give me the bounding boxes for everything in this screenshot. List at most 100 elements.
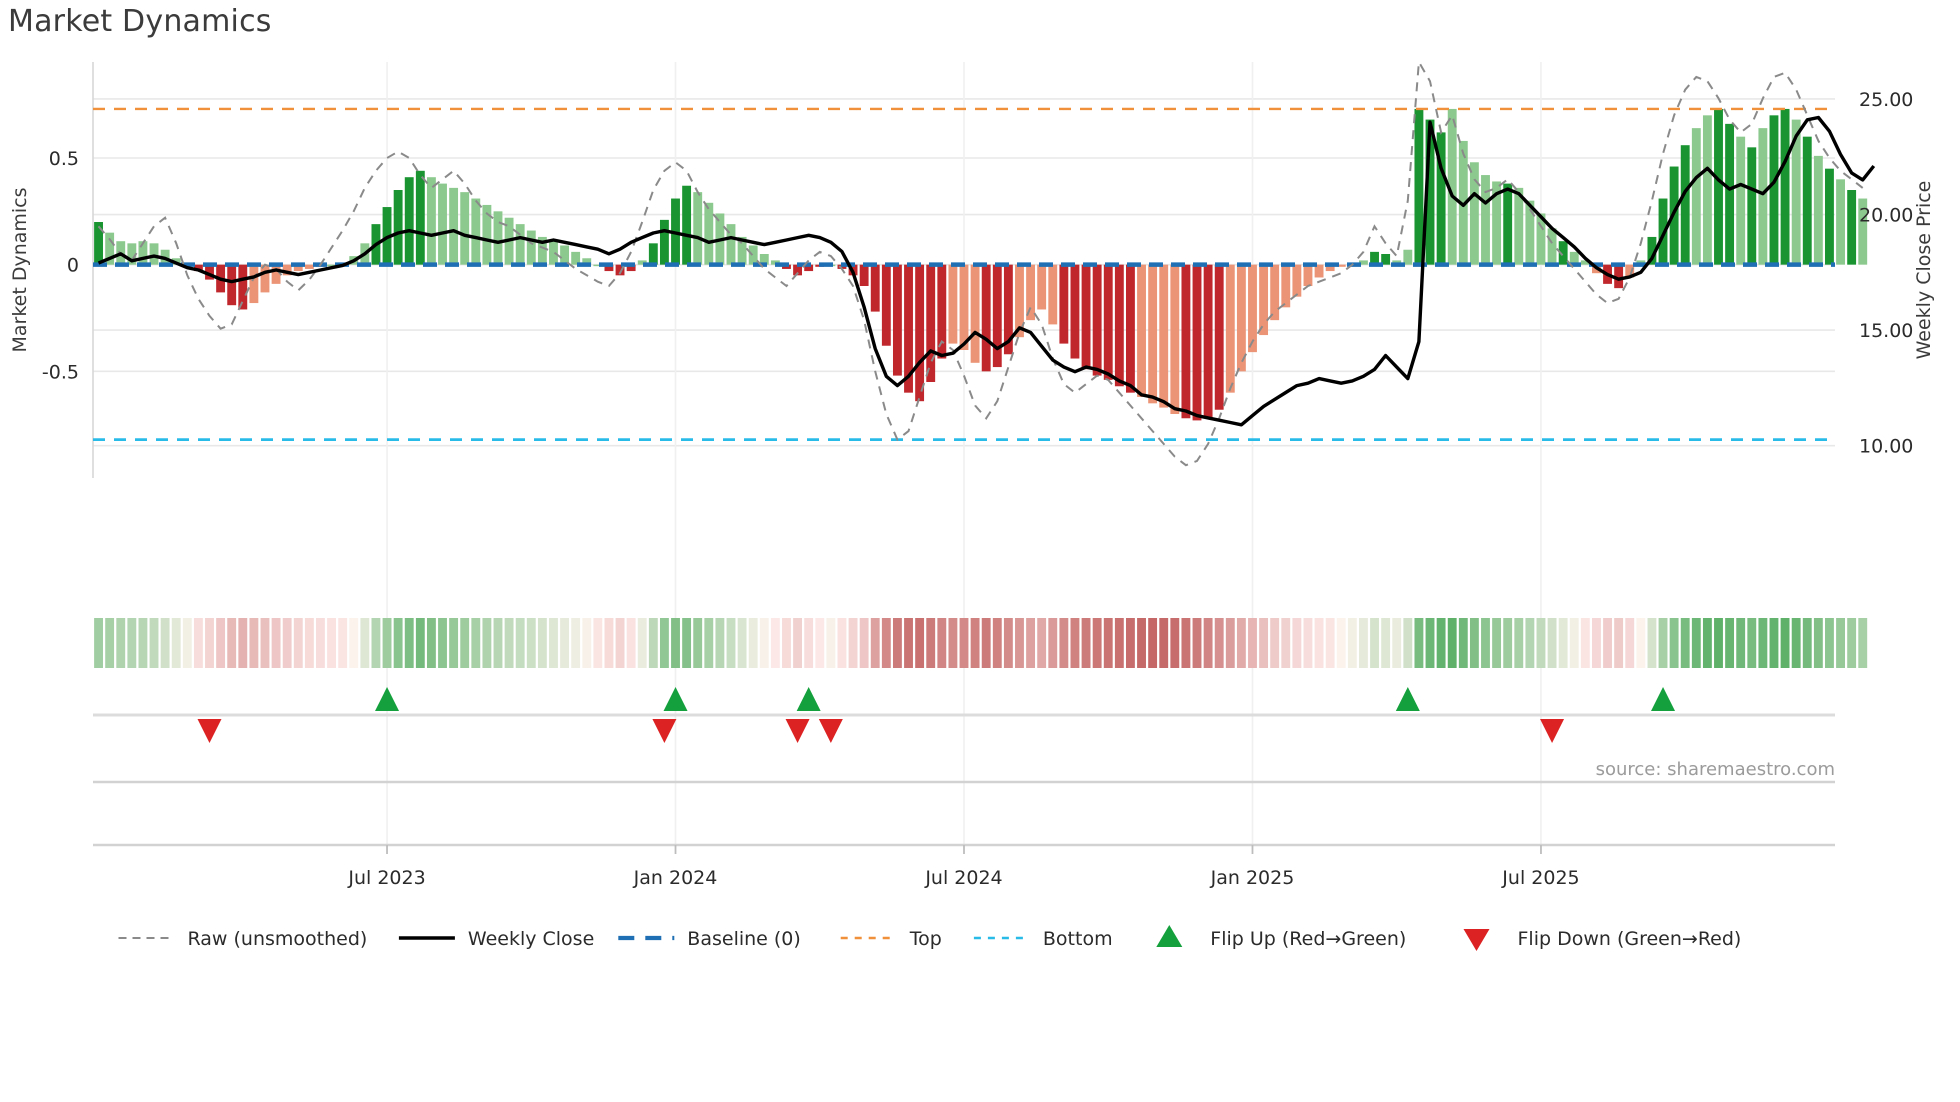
legend-item-label: Top bbox=[909, 928, 942, 950]
market-dynamics-bar bbox=[1081, 264, 1091, 370]
heatmap-cell bbox=[1447, 618, 1457, 668]
heatmap-cell bbox=[160, 618, 170, 668]
heatmap-cell bbox=[1270, 618, 1280, 668]
market-dynamics-bar bbox=[1325, 264, 1335, 272]
market-dynamics-bar bbox=[1858, 198, 1868, 265]
market-dynamics-bar bbox=[1680, 145, 1690, 265]
heatmap-cell bbox=[549, 618, 558, 668]
heatmap-cell bbox=[1347, 618, 1357, 668]
heatmap-cell bbox=[1558, 618, 1568, 668]
market-dynamics-bar bbox=[915, 264, 925, 402]
heatmap-cell bbox=[116, 618, 126, 668]
heatmap-cell bbox=[1137, 618, 1146, 668]
heatmap-cell bbox=[637, 618, 647, 668]
flip-up-marker bbox=[1651, 687, 1676, 711]
market-dynamics-bar bbox=[304, 264, 314, 269]
heatmap-cell bbox=[626, 618, 636, 668]
heatmap-cell bbox=[593, 618, 603, 668]
heatmap-cell bbox=[715, 618, 725, 668]
flip-down-marker bbox=[818, 719, 843, 743]
heatmap-cell bbox=[1714, 618, 1723, 668]
close-series bbox=[97, 115, 1876, 427]
market-dynamics-bar bbox=[704, 202, 714, 265]
heatmap-cell bbox=[1458, 618, 1468, 668]
heatmap-cell bbox=[1780, 618, 1790, 668]
heatmap-cell bbox=[515, 618, 525, 668]
heatmap-cell bbox=[1225, 618, 1235, 668]
market-dynamics-bar bbox=[1758, 128, 1768, 265]
heatmap-cell bbox=[815, 618, 825, 668]
market-dynamics-bar bbox=[1436, 132, 1446, 265]
heatmap-cell bbox=[426, 618, 436, 668]
heatmap-cell bbox=[1048, 618, 1058, 668]
market-dynamics-bar bbox=[1203, 264, 1213, 419]
heatmap-cell bbox=[1203, 618, 1213, 668]
heatmap-cell bbox=[1625, 618, 1635, 668]
heatmap-cell bbox=[105, 618, 115, 668]
heatmap-cell bbox=[1725, 618, 1735, 668]
market-dynamics-bar bbox=[493, 211, 503, 265]
market-dynamics-bar bbox=[138, 241, 148, 265]
market-dynamics-bar bbox=[1026, 264, 1036, 321]
heatmap-cell bbox=[1336, 618, 1346, 668]
heatmap-cell bbox=[1702, 618, 1712, 668]
page-title: Market Dynamics bbox=[8, 4, 272, 39]
heatmap-cell bbox=[1658, 618, 1668, 668]
heatmap-cell bbox=[1813, 618, 1823, 668]
flip-up-marker bbox=[375, 687, 400, 711]
market-dynamics-bar bbox=[870, 264, 880, 312]
heatmap-cell bbox=[793, 618, 803, 668]
heatmap-cell bbox=[1070, 618, 1080, 668]
market-dynamics-bar bbox=[1736, 136, 1746, 265]
heatmap-cell bbox=[415, 618, 425, 668]
heatmap-cell bbox=[1381, 618, 1391, 668]
market-dynamics-bar bbox=[1780, 108, 1790, 265]
heatmap-cell bbox=[371, 618, 381, 668]
heatmap-cell bbox=[1159, 618, 1169, 668]
y2-axis-tick-label: 25.00 bbox=[1859, 89, 1913, 111]
heatmap-cell bbox=[393, 618, 403, 668]
market-dynamics-bar bbox=[1092, 264, 1102, 376]
heatmap-cell bbox=[981, 618, 991, 668]
heatmap-cell bbox=[1370, 618, 1379, 668]
heatmap-cell bbox=[1436, 618, 1446, 668]
market-dynamics-bar bbox=[859, 264, 869, 286]
market-dynamics-bar bbox=[1248, 264, 1257, 353]
market-dynamics-bar bbox=[881, 264, 891, 346]
market-dynamics-bar bbox=[1747, 147, 1757, 265]
market-dynamics-bar bbox=[693, 192, 703, 265]
market-dynamics-bar bbox=[1292, 264, 1302, 297]
heatmap-cell bbox=[726, 618, 736, 668]
heatmap-cell bbox=[1636, 618, 1646, 668]
market-dynamics-bar bbox=[1037, 264, 1047, 310]
heatmap-cell bbox=[782, 618, 791, 668]
heatmap-cell bbox=[1414, 618, 1424, 668]
legend-marker-triangle-up bbox=[1156, 925, 1183, 947]
heatmap-cell bbox=[537, 618, 547, 668]
heatmap-cell bbox=[948, 618, 958, 668]
heatmap-cell bbox=[138, 618, 148, 668]
market-dynamics-bar bbox=[1514, 187, 1524, 265]
market-dynamics-bar bbox=[981, 264, 991, 372]
heatmap-cell bbox=[216, 618, 226, 668]
heatmap-cell bbox=[404, 618, 414, 668]
market-dynamics-bar bbox=[659, 219, 669, 265]
heatmap-cell bbox=[1847, 618, 1857, 668]
legend: Raw (unsmoothed) Weekly Close Baseline (0)… bbox=[118, 925, 1741, 951]
market-dynamics-bar bbox=[970, 264, 980, 363]
market-dynamics-bar bbox=[1114, 264, 1124, 387]
heatmap-cell bbox=[1425, 618, 1435, 668]
market-dynamics-bar bbox=[904, 264, 913, 393]
market-dynamics-bar bbox=[560, 245, 569, 265]
market-dynamics-bar bbox=[748, 245, 758, 265]
heatmap-cell bbox=[959, 618, 969, 668]
heatmap-cell bbox=[1314, 618, 1324, 668]
market-dynamics-bar bbox=[1714, 108, 1723, 265]
heatmap-cell bbox=[349, 618, 359, 668]
market-dynamics-bar bbox=[726, 224, 736, 265]
heatmap-cell bbox=[1248, 618, 1257, 668]
market-dynamics-bar bbox=[1148, 264, 1158, 404]
heatmap-cell bbox=[826, 618, 836, 668]
heatmap-cell bbox=[526, 618, 536, 668]
